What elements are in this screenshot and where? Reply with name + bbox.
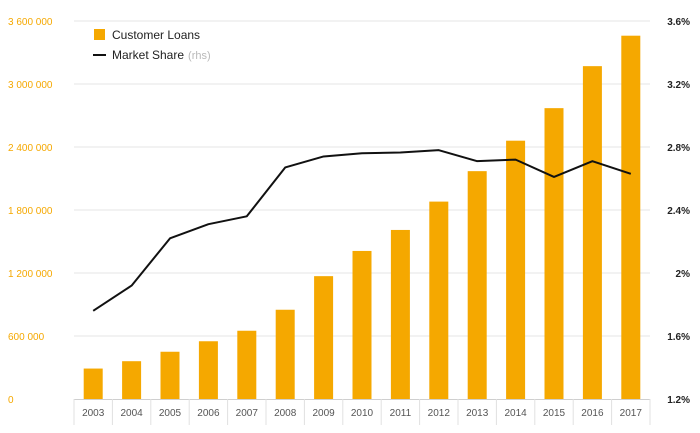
left-tick-label: 600 000: [8, 332, 45, 343]
bar-2016: [582, 66, 602, 400]
legend-swatch-customer-loans: [94, 29, 105, 40]
bar-2010: [352, 250, 372, 399]
x-tick-label: 2007: [236, 408, 259, 419]
right-tick-label: 2.8%: [667, 143, 690, 154]
x-tick-label: 2012: [428, 408, 451, 419]
right-axis-ticks: 1.2% 1.6% 2% 2.4% 2.8% 3.2% 3.6%: [667, 17, 690, 406]
bar-2009: [314, 276, 334, 399]
bar-2008: [275, 309, 295, 399]
legend: Customer Loans Market Share (rhs): [93, 28, 211, 62]
x-tick-label: 2003: [82, 408, 105, 419]
legend-label-market-share-name: Market Share: [112, 48, 184, 62]
bar-2004: [122, 361, 142, 399]
x-tick-label: 2014: [504, 408, 527, 419]
x-tick-label: 2008: [274, 408, 297, 419]
bar-2012: [429, 201, 449, 399]
line-market-share: [92, 149, 632, 312]
x-tick-label: 2017: [620, 408, 643, 419]
bar-2013: [467, 171, 487, 399]
x-tick-label: 2004: [120, 408, 143, 419]
bar-2006: [198, 341, 218, 399]
x-tick-label: 2016: [581, 408, 604, 419]
legend-label-market-share-suffix: (rhs): [188, 50, 211, 62]
left-tick-label: 3 000 000: [8, 80, 53, 91]
bar-2007: [237, 330, 257, 399]
market-share-line: [92, 149, 632, 312]
left-tick-label: 1 800 000: [8, 206, 53, 217]
x-tick-label: 2015: [543, 408, 566, 419]
right-tick-label: 3.6%: [667, 17, 690, 28]
right-tick-label: 2%: [676, 269, 691, 280]
left-tick-label: 1 200 000: [8, 269, 53, 280]
bars-customer-loans: [83, 35, 641, 400]
right-tick-label: 1.2%: [667, 395, 690, 406]
x-tick-label: 2010: [351, 408, 374, 419]
bar-2015: [544, 108, 564, 400]
right-tick-label: 2.4%: [667, 206, 690, 217]
x-axis: 2003 2004 2005 2006 2007 2008 2009 2010 2011 2012…: [73, 399, 651, 425]
x-tick-label: 2011: [390, 408, 412, 419]
bar-2017: [621, 35, 641, 399]
left-axis-ticks: 0 600 000 1 200 000 1 800 000 2 400 000 3 000…: [8, 17, 53, 406]
left-tick-label: 3 600 000: [8, 17, 53, 28]
x-tick-label: 2009: [312, 408, 335, 419]
right-tick-label: 1.6%: [667, 332, 690, 343]
legend-label-customer-loans: Customer Loans: [112, 28, 200, 42]
x-tick-label: 2013: [466, 408, 489, 419]
x-tick-label: 2005: [159, 408, 182, 419]
left-tick-label: 0: [8, 395, 14, 406]
right-tick-label: 3.2%: [667, 80, 690, 91]
bar-2005: [160, 351, 180, 399]
legend-label-market-share: Market Share (rhs): [112, 48, 211, 62]
bar-2003: [83, 368, 103, 399]
x-tick-label: 2006: [197, 408, 220, 419]
bar-2011: [390, 229, 410, 399]
bar-2014: [506, 140, 526, 399]
left-tick-label: 2 400 000: [8, 143, 53, 154]
